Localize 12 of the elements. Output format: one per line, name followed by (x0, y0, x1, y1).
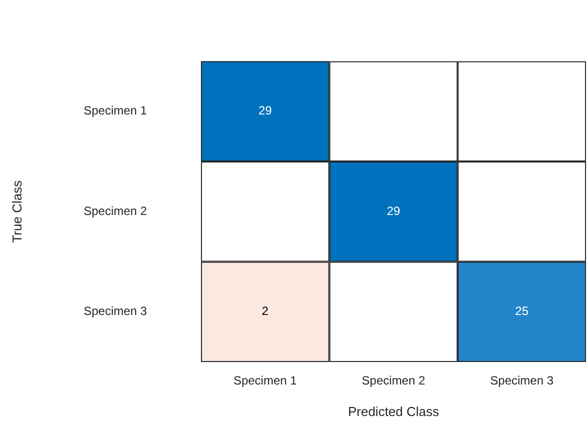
y-tick-label: Specimen 3 (84, 304, 148, 318)
x-tick-label: Specimen 2 (362, 374, 426, 388)
y-tick-label: Specimen 2 (84, 204, 148, 218)
y-tick-label: Specimen 1 (84, 104, 148, 118)
data-label: 25 (515, 304, 529, 318)
data-label: 29 (258, 104, 272, 118)
data-label: 29 (386, 204, 400, 218)
y-axis-title: True Class (9, 180, 24, 243)
data-label: 2 (262, 304, 269, 318)
x-tick-label: Specimen 1 (233, 374, 298, 388)
x-axis-title: Predicted Class (348, 404, 440, 419)
x-tick-label: Specimen 3 (490, 374, 554, 388)
